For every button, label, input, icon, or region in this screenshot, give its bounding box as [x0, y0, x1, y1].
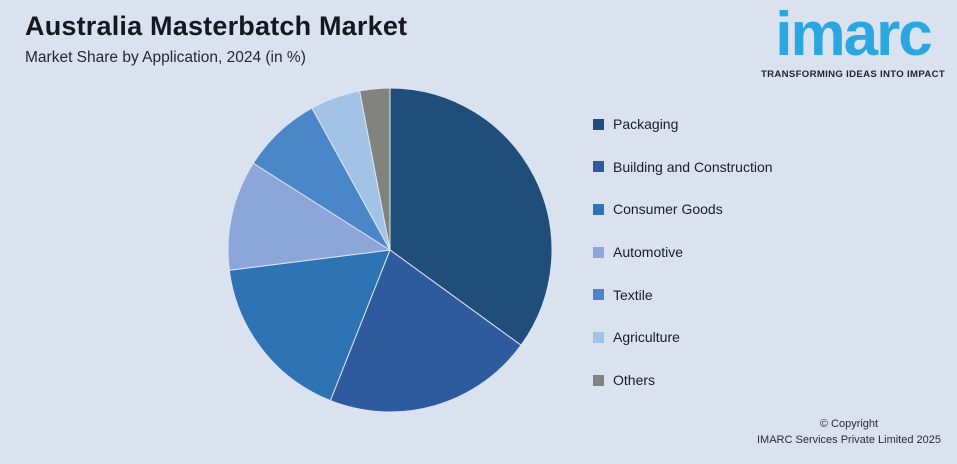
- legend-label: Automotive: [613, 244, 684, 261]
- legend-swatch-icon: [593, 246, 604, 258]
- legend: Packaging Building and Construction Consum…: [593, 114, 773, 413]
- legend-label: Agriculture: [613, 329, 680, 346]
- legend-item-building-and-construction: Building and Construction: [593, 157, 773, 177]
- legend-item-packaging: Packaging: [593, 114, 773, 134]
- legend-item-agriculture: Agriculture: [593, 327, 773, 347]
- page-subtitle: Market Share by Application, 2024 (in %): [25, 49, 306, 66]
- legend-swatch-icon: [593, 161, 604, 173]
- copyright-line2: IMARC Services Private Limited 2025: [756, 434, 941, 447]
- page-title: Australia Masterbatch Market: [25, 11, 408, 41]
- pie-slice-others: [359, 87, 391, 251]
- legend-swatch-icon: [593, 331, 604, 343]
- copyright: © Copyright IMARC Services Private Limit…: [757, 417, 941, 449]
- legend-label: Others: [613, 372, 656, 389]
- pie-slice-consumer-goods: [228, 249, 391, 402]
- pie-chart: [227, 87, 553, 413]
- legend-item-consumer-goods: Consumer Goods: [593, 199, 773, 219]
- legend-label: Consumer Goods: [613, 201, 723, 218]
- pie-slice-automotive: [227, 162, 392, 271]
- imarc-logo: imarc TRANSFORMING IDEAS INTO IMPACT: [758, 0, 948, 80]
- pie-slice-packaging: [389, 87, 553, 346]
- imarc-tagline: TRANSFORMING IDEAS INTO IMPACT: [760, 68, 946, 80]
- legend-label: Building and Construction: [613, 158, 773, 175]
- pie-chart-container: [225, 85, 555, 415]
- imarc-wordmark: imarc: [775, 0, 932, 69]
- legend-label: Textile: [613, 286, 653, 303]
- copyright-line1: © Copyright: [819, 418, 879, 431]
- legend-item-others: Others: [593, 370, 773, 390]
- legend-item-textile: Textile: [593, 285, 773, 305]
- pie-slice-building-and-construction: [329, 249, 522, 413]
- legend-swatch-icon: [593, 203, 604, 215]
- legend-item-automotive: Automotive: [593, 242, 773, 262]
- legend-swatch-icon: [593, 289, 604, 301]
- legend-swatch-icon: [593, 118, 604, 130]
- legend-label: Packaging: [613, 116, 679, 132]
- chart-header: Australia Masterbatch Market Market Shar…: [25, 11, 407, 67]
- legend-swatch-icon: [593, 374, 604, 386]
